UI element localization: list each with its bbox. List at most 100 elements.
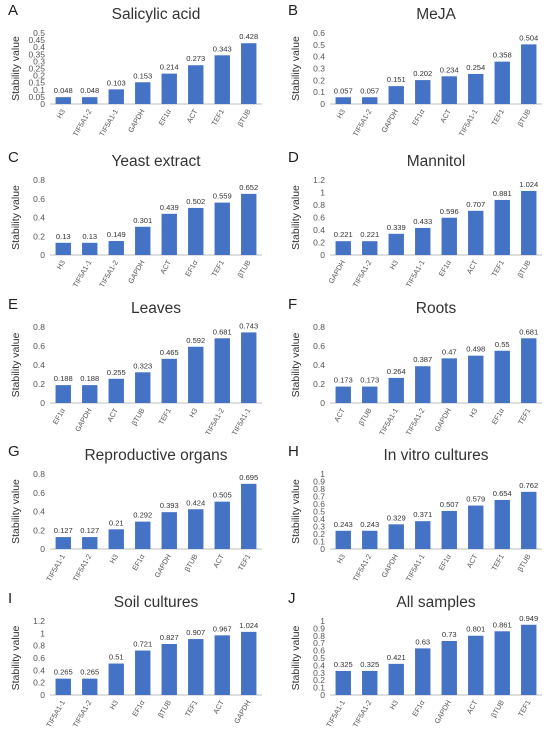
x-tick-label: βTUB [129,406,146,427]
data-label: 0.325 [334,660,353,669]
bar-4 [415,648,431,695]
x-tick-label: TIF5A1-1 [457,108,480,138]
bar-4 [135,372,151,403]
data-label: 0.428 [239,32,258,41]
data-label: 0.057 [334,86,353,95]
y-tick-label: 0.2 [313,238,325,248]
bar-2 [362,530,378,549]
chart-panel-d: D Mannitol Stability value 0 0.2 0.4 0.6 0.8 1 1.… [288,149,542,289]
bar-7 [214,635,230,695]
data-label: 0.73 [442,630,457,639]
x-tick-label: EF1α [51,407,67,427]
x-tick-label: ACT [465,552,480,569]
x-tick-label: EF1α [437,259,453,279]
y-tick-label: 0 [320,398,325,408]
y-tick-label: 0.25 [28,64,45,74]
chart-panel-i: I Soil cultures Stability value 0 0.2 0.4 0.6 0… [8,590,262,729]
y-tick-label: 0.6 [33,488,45,498]
data-label: 0.048 [54,86,73,95]
bar-6 [188,509,204,549]
data-label: 0.273 [186,54,205,63]
bar-8 [521,191,537,255]
chart-title: All samples [396,594,475,611]
data-label: 0.339 [387,223,406,232]
x-tick-label: H3 [108,699,120,711]
y-axis-label: Stability value [10,332,22,397]
data-label: 0.188 [80,374,99,383]
bar-3 [108,378,124,403]
x-tick-label: GAPDH [432,407,453,434]
data-label: 0.255 [107,368,126,377]
data-label: 0.47 [442,347,457,356]
x-tick-label: TEF1 [183,699,200,719]
data-label: 0.221 [360,230,379,239]
x-tick-label: ACT [158,258,173,275]
data-label: 0.048 [80,86,99,95]
panel-letter: I [8,590,12,607]
bar-6 [188,639,204,695]
data-label: 0.507 [440,500,459,509]
data-label: 0.465 [160,348,179,357]
y-tick-label: 0.8 [313,631,325,641]
panel-letter: H [288,443,299,460]
bar-5 [441,358,457,403]
x-tick-label: TIF5A1-1 [404,553,427,583]
x-tick-label: TEF1 [489,108,506,128]
panel-letter: A [8,2,18,19]
data-label: 0.221 [334,230,353,239]
y-tick-label: 0.4 [33,665,45,675]
y-tick-label: 0.5 [313,653,325,663]
x-tick-label: EF1α [157,108,173,128]
x-tick-label: TIF5A1-2 [351,553,374,583]
panel-letter: E [8,296,18,313]
data-label: 0.721 [133,640,152,649]
data-label: 0.907 [186,628,205,637]
bar-7 [214,501,230,549]
x-tick-label: H3 [335,553,347,565]
y-tick-label: 0.5 [313,507,325,517]
data-label: 0.433 [413,217,432,226]
y-tick-label: 0.2 [313,529,325,539]
data-label: 0.421 [387,653,406,662]
x-tick-label: GAPDH [432,699,453,726]
bar-6 [188,207,204,255]
data-label: 0.502 [186,197,205,206]
bar-2 [362,386,378,403]
y-tick-label: 0.8 [313,484,325,494]
x-tick-label: TIF5A1-2 [97,259,120,289]
x-tick-label: TEF1 [156,407,173,427]
y-tick-label: 0.4 [313,360,325,370]
data-label: 0.343 [213,44,232,53]
bar-8 [521,338,537,403]
x-tick-label: EF1α [437,553,453,573]
bar-2 [362,241,378,255]
chart-title: Reproductive organs [84,447,227,464]
chart-title: Mannitol [407,153,466,170]
data-label: 0.13 [56,232,71,241]
bar-7 [494,199,510,255]
bar-7 [214,338,230,403]
data-label: 0.057 [360,86,379,95]
x-tick-label: βTUB [515,107,532,128]
bar-4 [135,82,151,104]
bar-3 [388,377,404,403]
x-tick-label: βTUB [489,698,506,719]
y-tick-label: 0.4 [33,42,45,52]
y-tick-label: 1 [320,188,325,198]
x-tick-label: TIF5A1-2 [351,699,374,729]
bar-6 [188,65,204,104]
bar-3 [108,529,124,549]
data-label: 0.424 [186,498,205,507]
bar-8 [521,44,537,104]
x-tick-label: ACT [465,258,480,275]
x-tick-label: TEF1 [209,108,226,128]
bar-8 [241,193,257,255]
data-label: 0.762 [519,481,538,490]
y-tick-label: 1.2 [33,616,45,626]
data-label: 1.024 [239,621,258,630]
bar-4 [415,227,431,255]
chart-title: Leaves [131,300,181,317]
panel-letter: B [288,2,298,19]
bar-1 [55,537,71,549]
y-tick-label: 0.1 [33,85,45,95]
